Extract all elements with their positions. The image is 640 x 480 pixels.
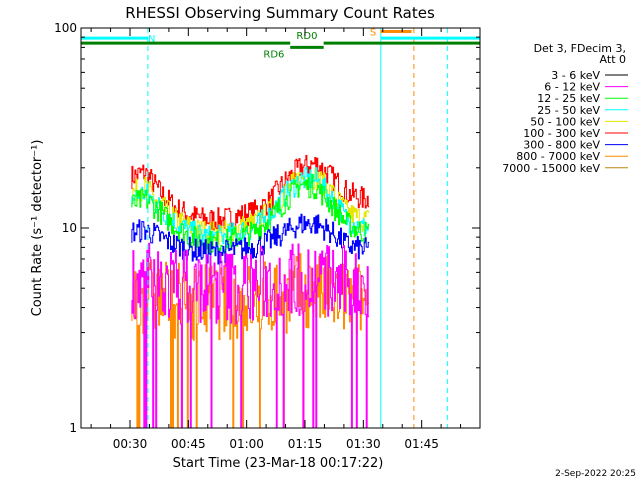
series-line-4: [131, 213, 370, 265]
state-bar-label-5: RD6: [263, 49, 284, 60]
plot-data: [131, 154, 370, 429]
legend-label-1: 6 - 12 keV: [544, 81, 600, 94]
legend-label-2: 12 - 25 keV: [537, 92, 600, 105]
x-tick-label-4: 01:30: [346, 437, 381, 451]
legend-header-1: Att 0: [600, 53, 626, 66]
y-axis-label: Count Rate (s⁻¹ detector⁻¹): [30, 140, 45, 317]
legend-label-3: 25 - 50 keV: [537, 104, 600, 117]
plot-timestamp: 2-Sep-2022 20:25: [555, 469, 636, 479]
axes: 00:30 00:45 01:00 01:15 01:30 01:45 1 10 100: [54, 21, 480, 451]
state-bar-label-2: S: [370, 28, 376, 39]
series-line-3: [131, 174, 370, 254]
y-tick-label-1: 10: [62, 221, 77, 235]
series-line-6: [131, 242, 370, 429]
plot-overlays: N S RD0 RD6: [80, 28, 480, 428]
legend-label-8: 7000 - 15000 keV: [502, 162, 600, 175]
chart-title: RHESSI Observing Summary Count Rates: [125, 4, 435, 22]
plot-frame: [80, 27, 481, 429]
legend-label-5: 100 - 300 keV: [523, 127, 600, 140]
legend-label-4: 50 - 100 keV: [530, 115, 600, 128]
x-tick-label-5: 01:45: [404, 437, 439, 451]
state-bar-label-0: N: [148, 34, 155, 45]
legend-label-6: 300 - 800 keV: [523, 139, 600, 152]
x-tick-label-1: 00:45: [171, 437, 206, 451]
y-tick-label-2: 100: [54, 21, 77, 35]
x-axis-label: Start Time (23-Mar-18 00:17:22): [173, 456, 384, 471]
legend-header-0: Det 3, FDecim 3,: [534, 42, 626, 55]
y-tick-label-0: 1: [69, 421, 77, 435]
legend-label-0: 3 - 6 keV: [551, 69, 600, 82]
state-bar-label-3: RD0: [296, 31, 317, 42]
x-tick-label-0: 00:30: [113, 437, 148, 451]
legend-label-7: 800 - 7000 keV: [516, 150, 600, 163]
series-line-0: [131, 154, 370, 231]
x-tick-label-2: 01:00: [229, 437, 264, 451]
x-tick-label-3: 01:15: [288, 437, 323, 451]
